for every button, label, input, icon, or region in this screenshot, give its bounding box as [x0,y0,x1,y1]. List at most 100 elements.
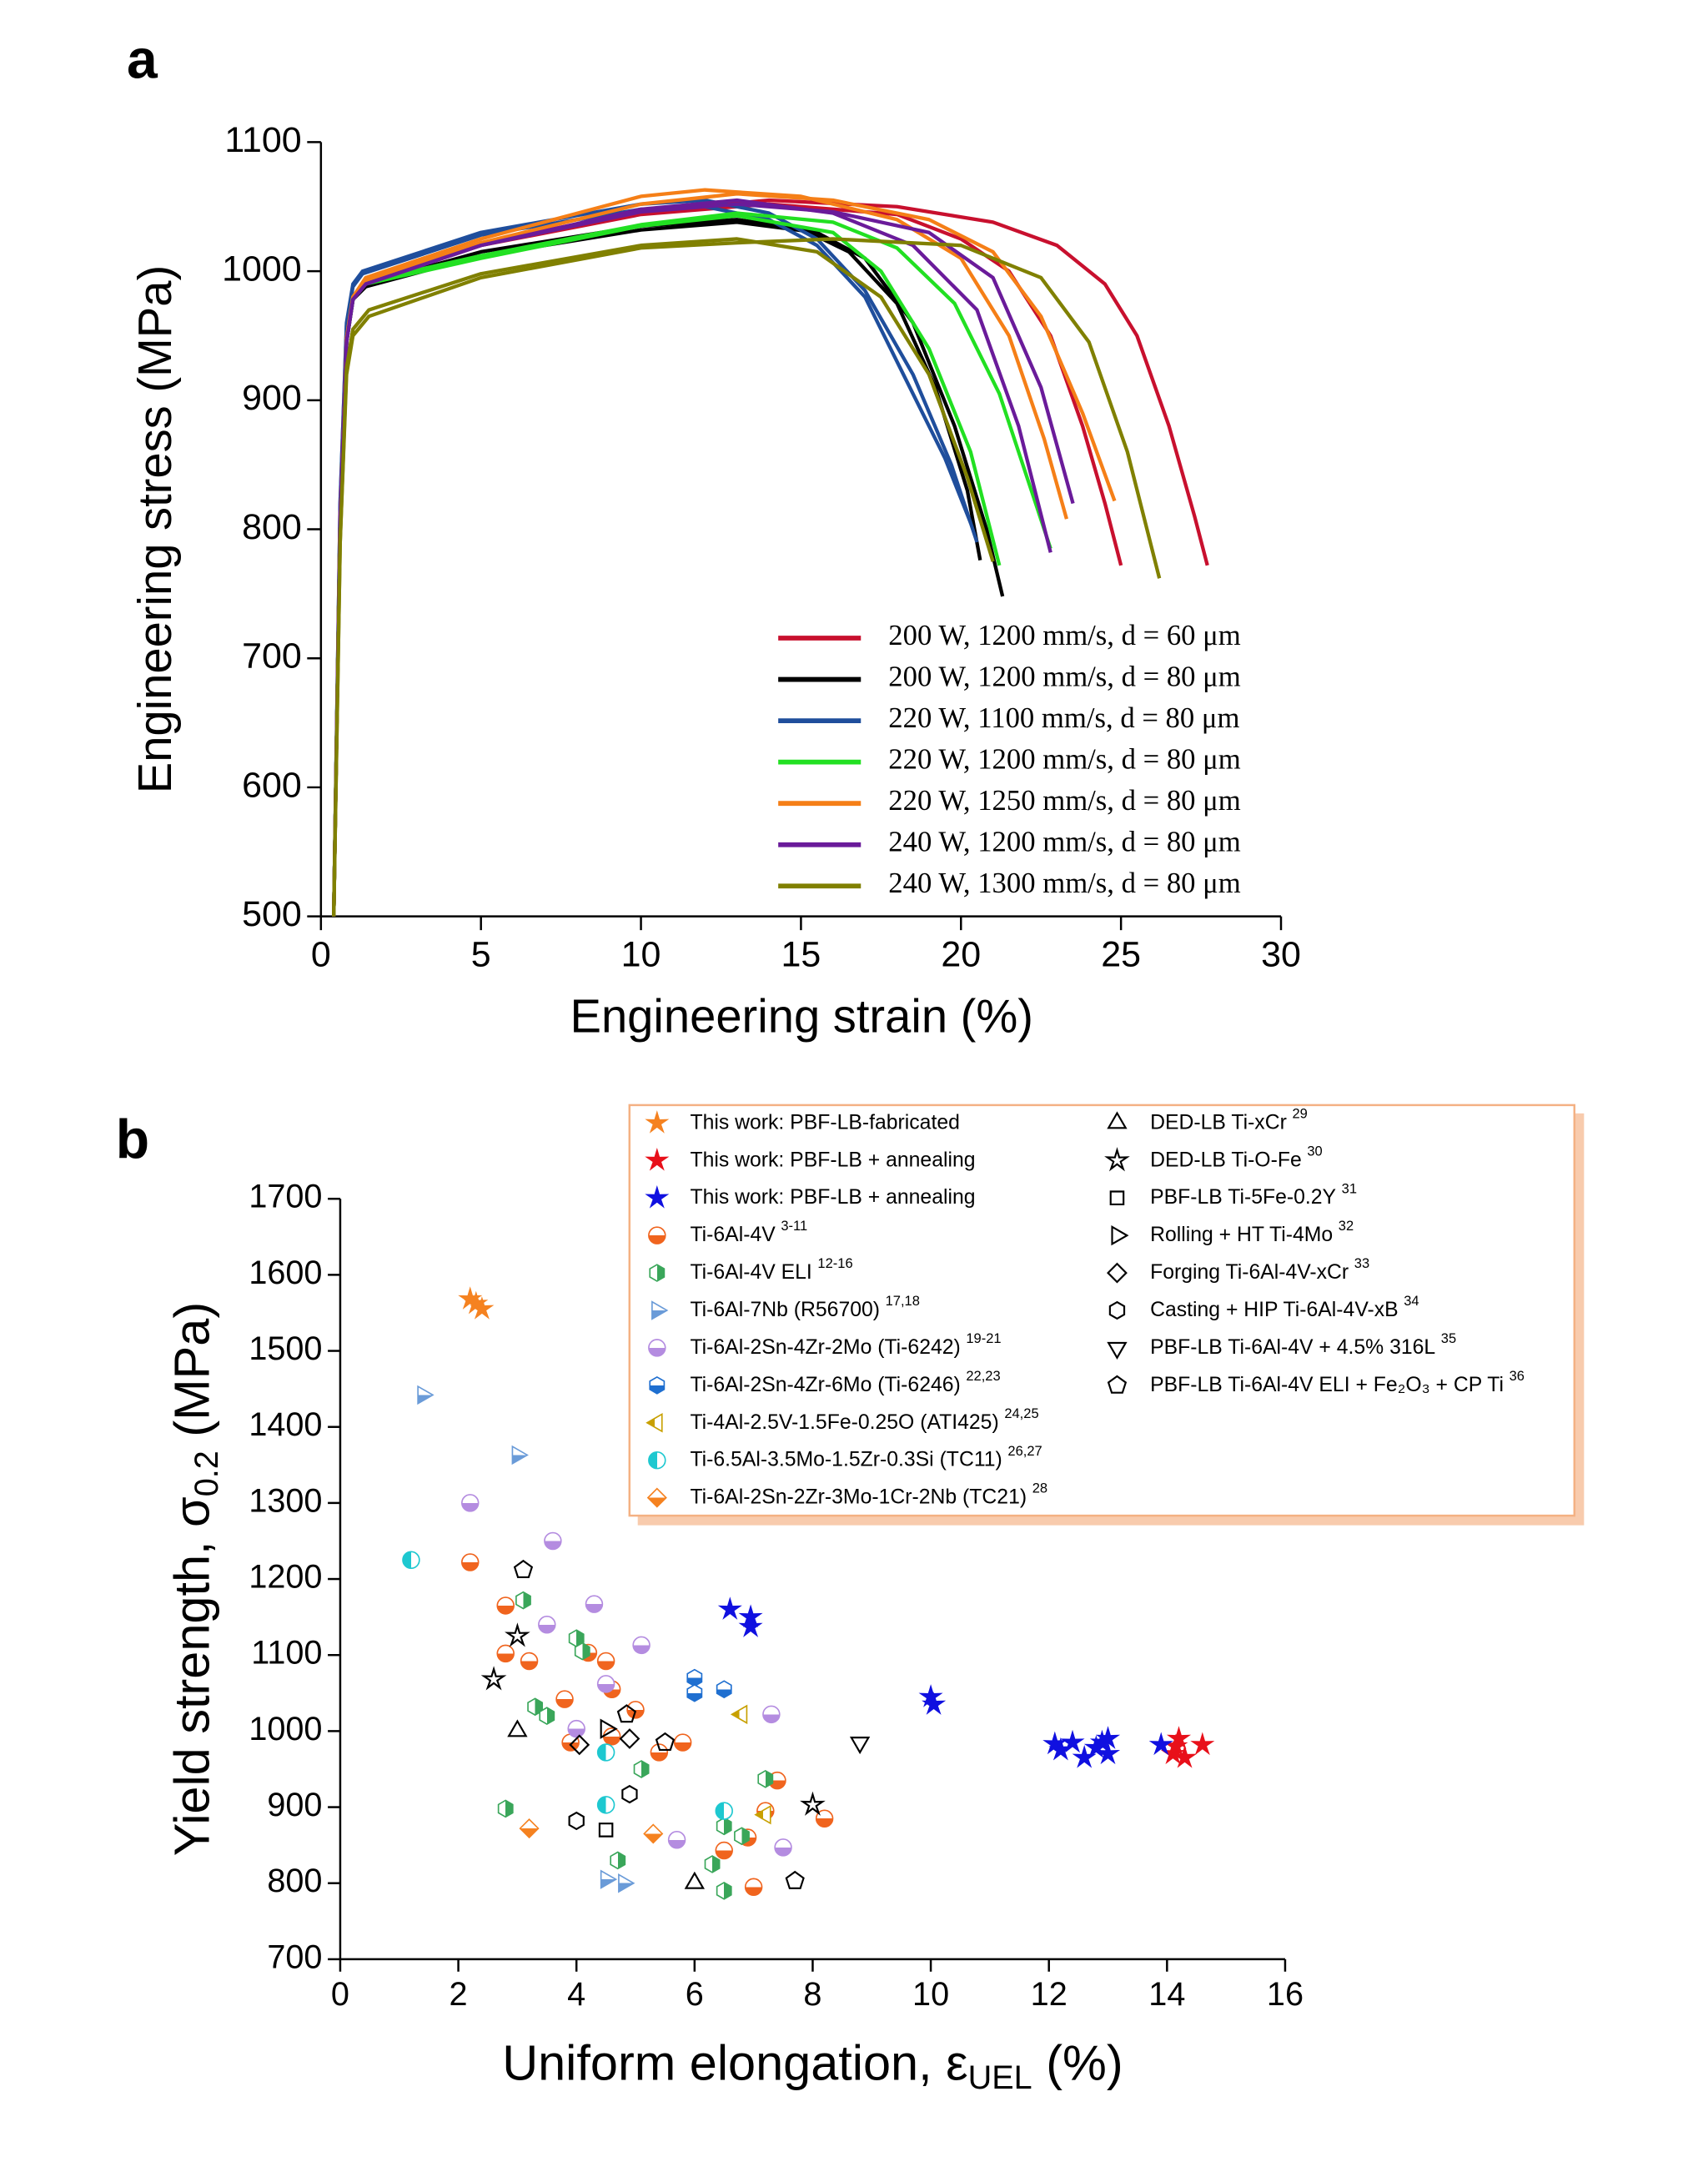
legend-label: 240 W, 1200 mm/s, d = 80 μm [888,826,1240,858]
y-tick-label: 700 [267,1938,322,1975]
x-tick-label: 5 [471,935,491,975]
data-point [461,1494,480,1512]
legend-name: Ti-6Al-7Nb (R56700) [690,1299,880,1321]
legend-marker [646,1413,663,1433]
legend-name: Ti-6Al-2Sn-2Zr-3Mo-1Cr-2Nb (TC21) [690,1486,1027,1508]
data-point [715,1841,733,1860]
legend-label: This work: PBF-LB-fabricated [690,1111,959,1134]
legend-ref: 34 [1404,1294,1419,1309]
legend-label: 200 W, 1200 mm/s, d = 60 μm [888,619,1240,651]
data-point [632,1636,651,1655]
data-point [922,1692,947,1715]
data-point [704,1855,721,1873]
data-point [538,1616,556,1634]
data-point [849,1737,871,1755]
legend-ref: 19-21 [966,1331,1001,1346]
data-point [744,1878,763,1897]
label-part: (%) [1032,2034,1123,2090]
legend-marker [645,1184,670,1209]
legend-ref: 32 [1339,1219,1354,1234]
x-tick-label: 14 [1148,1976,1185,2013]
data-point [569,1734,590,1756]
data-point [417,1385,435,1405]
legend-label: Rolling + HT Ti-4Mo 32 [1150,1219,1354,1246]
legend-box [628,1104,1576,1517]
data-point [461,1553,480,1571]
legend-label: PBF-LB Ti-6Al-4V + 4.5% 316L 35 [1150,1331,1456,1358]
data-point [655,1732,676,1751]
legend-label: Ti-6Al-2Sn-2Zr-3Mo-1Cr-2Nb (TC21) 28 [690,1481,1047,1508]
data-point [568,1811,585,1831]
data-point [555,1690,574,1708]
legend-name: This work: PBF-LB + annealing [690,1149,975,1171]
x-tick-label: 25 [1101,935,1141,975]
x-tick-label: 10 [912,1976,949,2013]
label-part: Yield strength, σ [163,1496,219,1856]
x-tick-label: 4 [567,1976,585,2013]
data-point [598,1823,614,1838]
data-point [1060,1729,1085,1753]
data-point [1173,1745,1198,1768]
legend-label: DED-LB Ti-xCr 29 [1150,1107,1308,1134]
data-point [686,1668,703,1687]
data-point [515,1591,531,1610]
x-tick-label: 0 [311,935,331,975]
legend-label: Ti-4Al-2.5V-1.5Fe-0.25O (ATI425) 24,25 [690,1406,1038,1433]
data-point [673,1733,692,1752]
legend-ref: 22,23 [966,1369,1000,1384]
data-point [918,1684,943,1707]
legend-marker [646,1487,667,1508]
legend-marker [648,1226,666,1244]
stress-strain-curve [332,204,972,917]
data-point [716,1817,732,1836]
x-tick-label: 16 [1267,1976,1304,2013]
stress-strain-curve [332,202,1075,917]
data-point [618,1873,635,1893]
legend-name: Ti-6Al-2Sn-4Zr-2Mo (Ti-6242) [690,1335,960,1358]
data-point [539,1707,555,1726]
data-point [519,1818,540,1839]
data-point [527,1697,544,1717]
data-point [633,1760,650,1778]
legend-label: Ti-6Al-7Nb (R56700) 17,18 [690,1294,919,1320]
legend-ref: 33 [1354,1257,1369,1272]
data-point [505,1622,530,1647]
y-tick-label: 900 [242,378,302,418]
data-point [600,1718,618,1739]
data-point [596,1652,615,1671]
data-point [667,1831,686,1849]
data-point [596,1796,615,1814]
y-tick-label: 600 [242,765,302,805]
y-tick-label: 800 [267,1863,322,1899]
x-tick-label: 2 [450,1976,468,2013]
legend-marker [645,1148,670,1171]
data-point [464,1290,489,1315]
y-tick-label: 1500 [249,1330,322,1367]
legend-label: 240 W, 1300 mm/s, d = 80 μm [888,867,1240,899]
data-point [1148,1732,1173,1756]
data-point [643,1823,664,1844]
legend-label: Ti-6.5Al-3.5Mo-1.5Zr-0.3Si (TC11) 26,27 [690,1444,1042,1471]
legend-label: PBF-LB Ti-5Fe-0.2Y 31 [1150,1182,1357,1209]
y-axis-label: Yield strength, σ0.2 (MPa) [163,1302,225,1856]
legend-ref: 30 [1307,1144,1322,1159]
data-point [497,1799,514,1818]
data-point [1166,1726,1192,1749]
data-point [774,1838,792,1857]
legend-name: Ti-6Al-2Sn-4Zr-6Mo (Ti-6246) [690,1373,960,1395]
legend-ref: 26,27 [1007,1444,1042,1459]
legend-marker [645,1110,670,1134]
y-tick-label: 1100 [224,120,301,160]
data-point [684,1871,705,1889]
x-tick-label: 30 [1261,935,1301,975]
legend-marker [1111,1224,1129,1246]
data-point [785,1870,805,1889]
y-tick-label: 900 [267,1787,322,1823]
x-axis-label: Engineering strain (%) [570,989,1033,1042]
data-point [715,1802,733,1820]
data-point [496,1596,515,1615]
data-point [815,1809,834,1828]
data-point [717,1596,742,1620]
legend-marker [1104,1147,1130,1172]
data-point [602,1727,621,1746]
